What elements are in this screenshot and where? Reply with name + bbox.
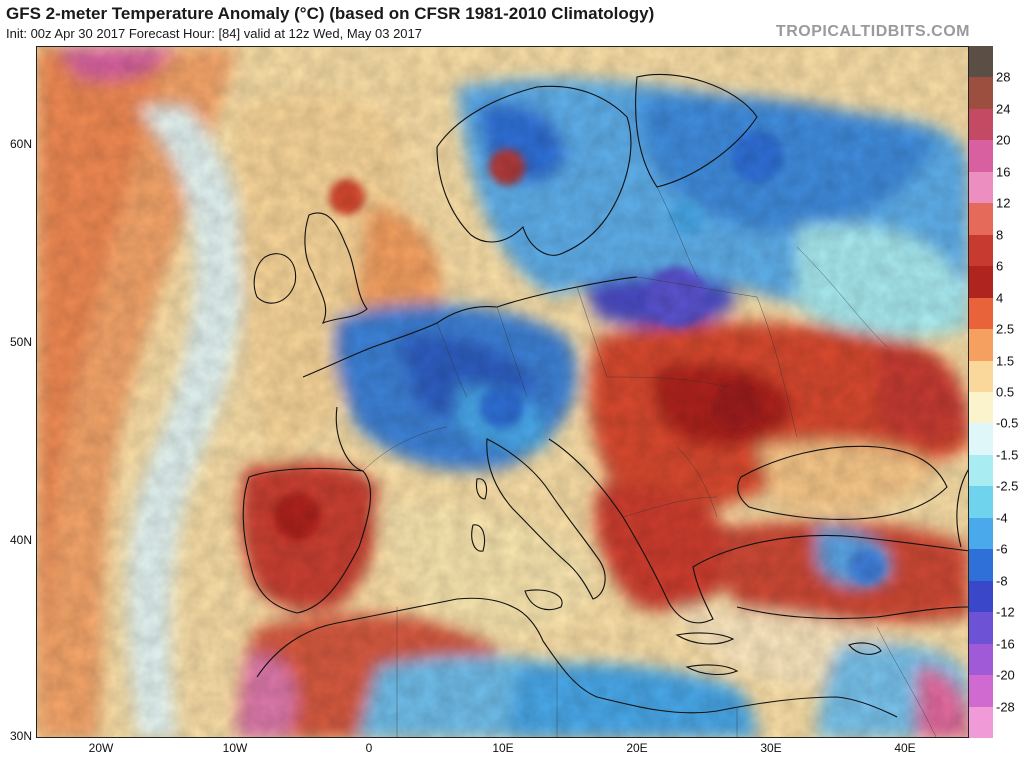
map-subtitle: Init: 00z Apr 30 2017 Forecast Hour: [84… <box>6 26 422 41</box>
lat-label: 30N <box>9 729 32 743</box>
colorbar-segment <box>969 234 993 267</box>
colorbar-segment <box>969 46 993 78</box>
colorbar-segment <box>969 675 993 708</box>
colorbar-label: 2.5 <box>996 321 1015 337</box>
colorbar-segment <box>969 360 993 393</box>
header: GFS 2-meter Temperature Anomaly (°C) (ba… <box>0 0 1024 46</box>
colorbar-segment <box>969 549 993 582</box>
colorbar-label: 12 <box>996 195 1011 211</box>
colorbar-label: 16 <box>996 164 1011 180</box>
coastlines <box>242 73 968 718</box>
colorbar-label: -20 <box>996 667 1015 683</box>
lon-label: 40E <box>894 741 916 755</box>
colorbar-label: -16 <box>996 636 1015 652</box>
colorbar-label: -1.5 <box>996 447 1019 463</box>
colorbar-segment <box>969 454 993 487</box>
lon-label: 10W <box>222 741 248 755</box>
lon-label: 20W <box>88 741 114 755</box>
colorbar-label: 8 <box>996 227 1004 243</box>
colorbar-segment <box>969 108 993 141</box>
colorbar-segment <box>969 77 993 110</box>
borders <box>362 186 937 737</box>
colorbar-segment <box>969 297 993 330</box>
lon-label: 20E <box>626 741 648 755</box>
colorbar-label: -0.5 <box>996 415 1019 431</box>
map-canvas <box>37 47 968 737</box>
longitude-axis: 20W 10W 0 10E 20E 30E 40E <box>36 738 969 757</box>
colorbar-segment <box>969 329 993 362</box>
colorbar-segment <box>969 486 993 519</box>
colorbar-label: 1.5 <box>996 353 1015 369</box>
colorbar-label: 20 <box>996 132 1011 148</box>
lat-label: 40N <box>9 533 32 547</box>
colorbar-label: 0.5 <box>996 384 1015 400</box>
colorbar-segment <box>969 580 993 613</box>
colorbar-label: -12 <box>996 604 1015 620</box>
lon-label: 0 <box>365 741 373 755</box>
colorbar-label: -2.5 <box>996 478 1019 494</box>
anomaly-map[interactable] <box>36 46 969 738</box>
lon-label: 10E <box>492 741 514 755</box>
latitude-axis: 60N 50N 40N 30N <box>0 46 36 743</box>
colorbar-segment <box>969 171 993 204</box>
colorbar-label: -28 <box>996 699 1015 715</box>
colorbar-segment <box>969 203 993 236</box>
colorbar-segment <box>969 612 993 645</box>
colorbar-segment <box>969 392 993 424</box>
colorbar-label: -6 <box>996 541 1008 557</box>
lon-label: 30E <box>760 741 782 755</box>
colorbar-segment <box>969 643 993 676</box>
colorbar-legend: 28 24 20 16 12 8 6 4 2.5 1.5 0.5 -0.5 -1.5 -2.5 -4 -6 -8… <box>969 46 1024 739</box>
lat-label: 60N <box>9 137 32 151</box>
colorbar-label: 24 <box>996 101 1011 117</box>
map-title: GFS 2-meter Temperature Anomaly (°C) (ba… <box>6 4 655 23</box>
colorbar-label: 6 <box>996 258 1004 274</box>
colorbar-segment <box>969 140 993 173</box>
colorbar-label: 28 <box>996 69 1011 85</box>
texture-overlay <box>37 47 968 737</box>
colorbar-segment <box>969 706 993 739</box>
lat-label: 50N <box>9 335 32 349</box>
colorbar-segment <box>969 423 993 456</box>
colorbar-label: -4 <box>996 510 1008 526</box>
brand-logo-text[interactable]: TROPICALTIDBITS.COM <box>775 23 970 40</box>
colorbar-segment <box>969 266 993 299</box>
colorbar-segment <box>969 517 993 550</box>
colorbar-label: -8 <box>996 573 1008 589</box>
colorbar-label: 4 <box>996 290 1004 306</box>
